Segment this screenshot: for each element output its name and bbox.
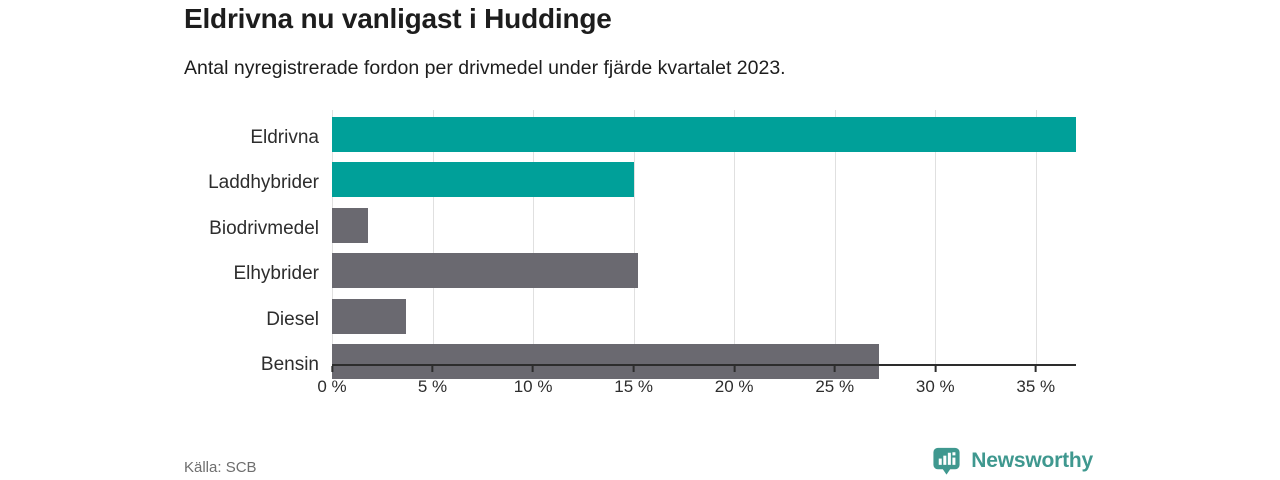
tick-label: 15 % bbox=[614, 377, 653, 396]
gridline bbox=[633, 110, 635, 364]
x-tick: 15 % bbox=[614, 366, 653, 397]
x-tick: 30 % bbox=[916, 366, 955, 397]
gridline bbox=[432, 110, 434, 364]
tick-mark bbox=[330, 366, 333, 372]
x-tick: 5 % bbox=[418, 366, 447, 397]
category-label: Laddhybrider bbox=[208, 172, 319, 193]
x-tick: 0 % bbox=[317, 366, 347, 397]
tick-mark bbox=[1034, 366, 1037, 372]
bar-elhybrider bbox=[332, 253, 638, 288]
x-tick: 25 % bbox=[815, 366, 854, 397]
tick-label: 25 % bbox=[815, 377, 855, 396]
gridline bbox=[734, 110, 736, 364]
bar-chart: Eldrivna Laddhybrider Biodrivmedel Elhybrid… bbox=[208, 110, 1076, 396]
chart-row: Laddhybrider bbox=[208, 162, 1076, 204]
category-label: Biodrivmedel bbox=[209, 217, 319, 239]
x-tick: 35 % bbox=[1016, 366, 1055, 397]
tick-mark bbox=[431, 366, 434, 372]
chart-row: Eldrivna bbox=[250, 116, 1076, 159]
bar-biodrivmedel bbox=[332, 207, 369, 243]
gridline bbox=[1035, 110, 1037, 364]
tick-label: 20 % bbox=[714, 377, 754, 396]
gridline bbox=[533, 110, 535, 364]
gridline bbox=[935, 110, 937, 364]
bar-bensin bbox=[332, 344, 879, 379]
category-label: Bensin bbox=[260, 354, 319, 375]
gridline bbox=[834, 110, 836, 364]
x-tick: 20 % bbox=[715, 366, 754, 397]
tick-mark bbox=[833, 366, 836, 372]
newsworthy-logo: Newsworthy bbox=[931, 445, 1093, 476]
tick-mark bbox=[632, 366, 635, 372]
source-note: Källa: SCB bbox=[184, 459, 257, 476]
chart-row: Bensin bbox=[261, 344, 1076, 386]
newsworthy-chart-pin-icon bbox=[933, 447, 960, 475]
tick-mark bbox=[532, 366, 535, 372]
chart-row: Elhybrider bbox=[233, 253, 1076, 295]
chart-title: Eldrivna nu vanligast i Huddinge bbox=[184, 3, 612, 34]
bar-diesel bbox=[332, 298, 407, 334]
x-tick: 10 % bbox=[513, 366, 553, 397]
tick-mark bbox=[934, 366, 937, 372]
category-label: Elhybrider bbox=[233, 263, 319, 284]
chart-row: Diesel bbox=[266, 298, 1076, 341]
bar-laddhybrider bbox=[332, 162, 634, 197]
x-axis-line bbox=[332, 364, 1076, 366]
newsworthy-logo-text: Newsworthy bbox=[971, 448, 1093, 472]
bar-eldrivna bbox=[332, 116, 1076, 152]
tick-label: 10 % bbox=[513, 377, 553, 396]
chart-subtitle: Antal nyregistrerade fordon per drivmede… bbox=[184, 57, 786, 79]
category-label: Diesel bbox=[266, 308, 319, 330]
tick-mark bbox=[733, 366, 736, 372]
chart-rows: Eldrivna Laddhybrider Biodrivmedel Elhybrid… bbox=[208, 113, 1076, 386]
x-axis-ticks: 0 % 5 % 10 % 15 % 20 % 25 % 30 % 35 % bbox=[317, 366, 1076, 406]
tick-label: 5 % bbox=[417, 377, 448, 396]
tick-label: 30 % bbox=[915, 377, 955, 396]
chart-row: Biodrivmedel bbox=[209, 207, 1076, 250]
tick-label: 35 % bbox=[1016, 377, 1056, 396]
category-label: Eldrivna bbox=[250, 126, 319, 148]
tick-label: 0 % bbox=[317, 377, 347, 396]
